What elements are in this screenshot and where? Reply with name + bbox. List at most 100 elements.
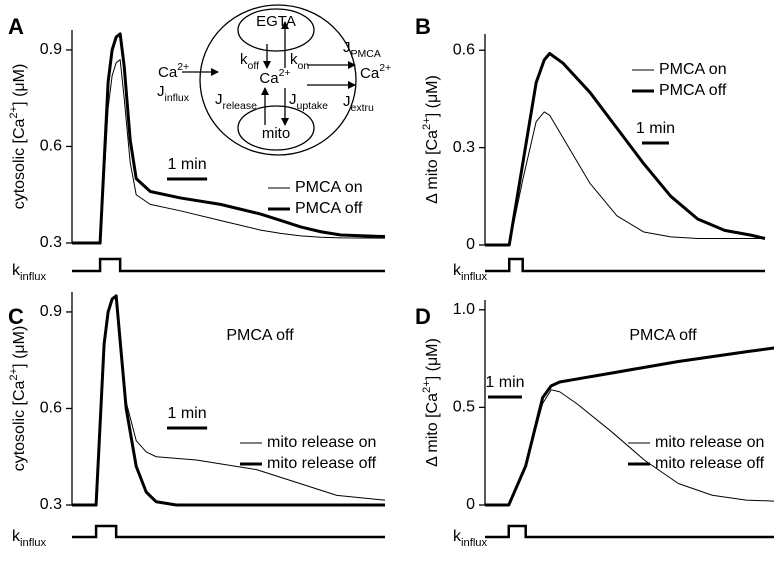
k-off-part: off [248,60,260,72]
j-uptake-part: J [289,91,297,108]
y-axis-label-part: cytosolic [Ca [11,118,28,209]
stimulus-label: kinflux [12,528,47,549]
j-uptake-part: uptake [297,100,329,112]
series-line [72,294,385,507]
y-tick-label: 0.6 [40,138,62,155]
k-off-part: k [240,51,248,68]
y-tick-label: 0.6 [453,41,475,58]
y-tick-label: 0.9 [40,41,62,58]
j-uptake: Juptake [289,91,328,112]
y-tick-label: 0.6 [40,400,62,417]
ca-left-part: 2+ [177,61,189,73]
j-extru-part: J [343,93,351,110]
ca-left-part: Ca [158,64,178,81]
legend-label: mito release off [267,455,377,472]
y-axis-label-part: ] (μM) [424,338,441,380]
legend-label: PMCA off [295,200,363,217]
j-release-part: J [215,91,223,108]
y-tick-label: 0.5 [453,399,475,416]
j-pmca-part: PMCA [351,48,381,60]
y-axis-label-part: ] (μM) [11,64,28,106]
scale-bar-label: 1 min [636,120,675,137]
k-on: kon [290,51,309,72]
y-axis-label-part: 2+ [421,380,433,393]
series-line [485,51,766,247]
stimulus-trace [485,524,774,539]
y-tick-label: 0 [466,496,475,513]
legend-label: mito release on [655,434,764,451]
panel-letter: D [415,304,431,329]
y-axis-label-part: ] (μM) [424,75,441,117]
y-tick-label: 0.3 [40,234,62,251]
y-axis-label-part: 2+ [421,117,433,130]
legend-label: PMCA off [659,82,727,99]
y-axis-label-part: 2+ [8,106,20,119]
legend-label: mito release on [267,434,376,451]
y-axis-label: Δ mito [Ca2+] (μM) [421,338,441,467]
legend-label: PMCA on [295,179,363,196]
mito-label: mito [262,125,290,142]
ca-right-part: Ca [360,65,380,82]
stimulus-trace [72,257,385,273]
stimulus-label: kinflux [12,262,47,283]
stimulus-label-part: influx [20,271,47,283]
j-pmca: JPMCA [343,39,381,60]
y-tick-label: 0.3 [40,496,62,513]
mito-compartment [237,105,315,151]
stimulus-label-part: k [453,528,462,545]
y-axis-label-part: ] (μM) [11,326,28,368]
stimulus-trace [72,524,385,539]
y-axis-label: cytosolic [Ca2+] (μM) [8,326,28,472]
stimulus-label-part: influx [461,537,488,549]
cell-outline [199,4,357,156]
series-line [485,111,765,246]
j-influx-part: influx [165,92,190,104]
ca-center-part: Ca [259,70,279,87]
ca-center-part: 2+ [279,67,291,79]
egta-compartment [237,8,315,52]
legend-label: mito release off [655,455,765,472]
stimulus-label-part: k [453,262,462,279]
k-on-part: on [298,60,310,72]
series-line [72,32,386,245]
y-axis-label-part: Δ mito [Ca [424,393,441,467]
ca-right-part: 2+ [379,62,391,74]
stimulus-label-part: k [12,528,21,545]
ca-left: Ca2+ [158,61,189,81]
stimulus-label: kinflux [453,528,488,549]
stimulus-trace [485,257,765,273]
y-axis-label: Δ mito [Ca2+] (μM) [421,75,441,204]
scale-bar-label: 1 min [168,156,207,173]
panel-letter: C [8,304,24,329]
stimulus-label-part: influx [20,537,47,549]
panel-letter: B [415,14,431,39]
scale-bar-label: 1 min [485,374,524,391]
y-tick-label: 0 [466,236,475,253]
legend-label: PMCA on [659,61,727,78]
y-tick-label: 0.3 [453,139,475,156]
egta-label: EGTA [256,13,296,30]
j-extru: Jextru [343,93,374,114]
j-influx: Jinflux [157,83,190,104]
k-on-part: k [290,51,298,68]
j-extru-part: extru [351,102,375,114]
stimulus-label-part: influx [461,271,488,283]
j-influx-part: J [157,83,165,100]
y-tick-label: 1.0 [453,301,475,318]
j-release-part: release [223,100,258,112]
k-off: koff [240,51,259,72]
annotation: PMCA off [629,327,697,344]
scale-bar-label: 1 min [168,405,207,422]
j-pmca-part: J [343,39,351,56]
stimulus-label: kinflux [453,262,488,283]
y-axis-label-part: 2+ [8,368,20,381]
annotation: PMCA off [226,327,294,344]
series-line [485,346,774,507]
y-axis-label: cytosolic [Ca2+] (μM) [8,64,28,210]
stimulus-label-part: k [12,262,21,279]
y-tick-label: 0.9 [40,303,62,320]
ca-center: Ca2+ [259,67,290,87]
panel-letter: A [8,14,24,39]
